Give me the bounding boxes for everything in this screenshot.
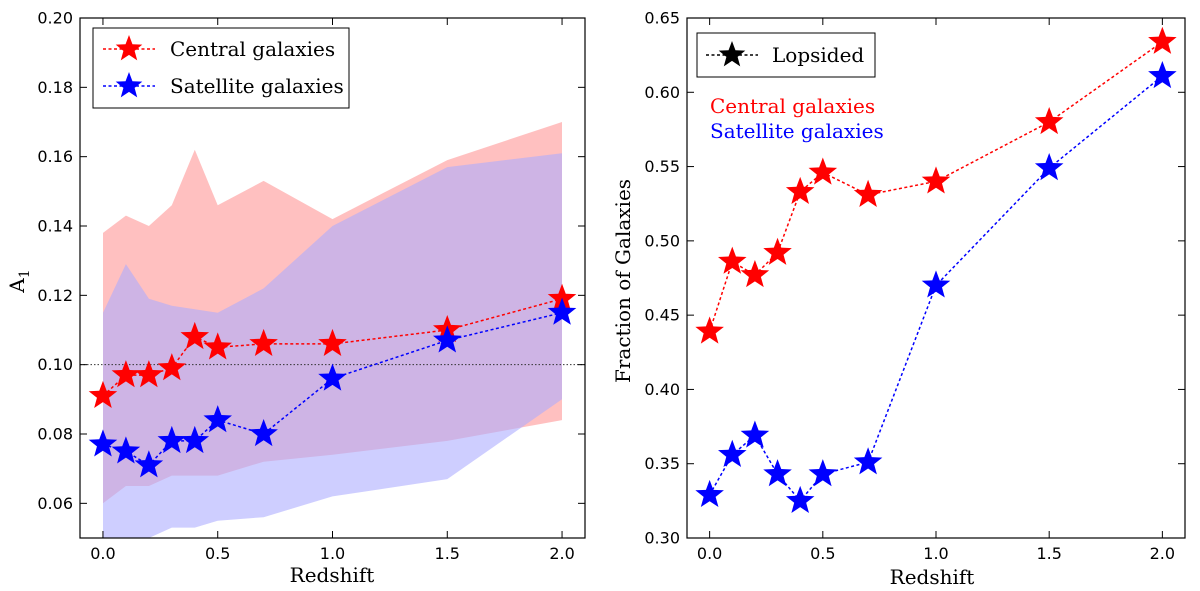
left-x-axis-label: Redshift xyxy=(290,563,375,587)
right-plot-frame xyxy=(686,17,1186,539)
y-tick-label: 0.06 xyxy=(37,494,73,513)
y-tick-label: 0.60 xyxy=(644,83,680,102)
star-marker-central-1 xyxy=(111,360,141,388)
star-marker-central-6 xyxy=(853,179,883,207)
star-marker-central-5 xyxy=(203,332,232,360)
star-marker-central-7 xyxy=(921,166,951,194)
right-chart-panel: 0.0 0.5 1.0 1.5 2.0 0.30 0.35 0.40 0.45 0.50 0.55 0… xyxy=(611,9,1186,589)
star-marker-satellite-0 xyxy=(88,429,118,457)
star-marker-central-1 xyxy=(718,246,747,274)
left-legend: Central galaxies Satellite galaxies xyxy=(92,27,350,109)
y-tick-label: 0.50 xyxy=(644,231,680,250)
star-marker-satellite-8 xyxy=(1034,153,1064,181)
star-marker-satellite-2 xyxy=(740,420,770,448)
star-marker-central-4 xyxy=(785,176,815,204)
y-tick-label: 0.35 xyxy=(644,454,680,473)
left-chart-panel: 0.0 0.5 1.0 1.5 2.0 0.06 0.08 0.10 0.12 0.14 0.16 0… xyxy=(5,9,586,587)
star-marker-central-0 xyxy=(695,316,724,344)
star-marker-satellite-3 xyxy=(763,459,792,487)
star-marker-central-2 xyxy=(740,260,770,288)
left-y-axis-label-main: A xyxy=(5,278,29,294)
star-marker-satellite-2 xyxy=(134,450,164,478)
star-marker-satellite-7 xyxy=(921,270,951,298)
series-line-central xyxy=(102,298,563,397)
star-marker-satellite-9 xyxy=(547,297,577,325)
legend-lopsided-star-icon xyxy=(718,41,746,67)
star-marker-central-5 xyxy=(808,157,838,185)
y-tick-label: 0.55 xyxy=(644,157,680,176)
left-series-lines xyxy=(88,283,577,478)
legend-satellite-star-icon xyxy=(115,72,143,98)
x-tick-label: 1.5 xyxy=(435,544,460,563)
left-plot-frame xyxy=(79,17,586,539)
left-axis-ticks: 0.0 0.5 1.0 1.5 2.0 0.06 0.08 0.10 0.12 0.14 0.16 0… xyxy=(37,9,585,563)
star-marker-satellite-1 xyxy=(718,439,747,467)
star-marker-central-9 xyxy=(547,283,577,311)
star-marker-satellite-6 xyxy=(249,419,278,447)
series-line-central xyxy=(708,41,1163,332)
y-tick-label: 0.65 xyxy=(644,9,680,28)
annotation-satellite-galaxies: Satellite galaxies xyxy=(710,119,884,143)
x-tick-label: 0.5 xyxy=(205,544,230,563)
right-x-axis-label: Redshift xyxy=(890,565,975,589)
y-tick-label: 0.20 xyxy=(37,9,73,28)
right-y-axis-label: Fraction of Galaxies xyxy=(611,179,635,383)
star-marker-satellite-4 xyxy=(785,485,815,513)
series-line-satellite xyxy=(708,75,1163,503)
legend-central-star-icon xyxy=(115,35,143,61)
star-marker-central-8 xyxy=(1034,107,1064,135)
star-marker-satellite-5 xyxy=(808,459,838,487)
y-tick-label: 0.30 xyxy=(644,529,680,548)
x-tick-label: 0.5 xyxy=(810,544,835,563)
right-axis-ticks: 0.0 0.5 1.0 1.5 2.0 0.30 0.35 0.40 0.45 0.50 0.55 0… xyxy=(644,9,1185,563)
star-marker-central-2 xyxy=(134,360,164,388)
star-marker-satellite-1 xyxy=(111,436,141,464)
y-tick-label: 0.45 xyxy=(644,306,680,325)
y-tick-label: 0.14 xyxy=(37,217,73,236)
star-marker-satellite-6 xyxy=(853,447,883,475)
y-tick-label: 0.12 xyxy=(37,286,73,305)
x-tick-label: 1.5 xyxy=(1036,544,1061,563)
y-tick-label: 0.08 xyxy=(37,425,73,444)
x-tick-label: 2.0 xyxy=(549,544,574,563)
legend-lopsided-label: Lopsided xyxy=(772,43,864,67)
x-tick-label: 1.0 xyxy=(923,544,948,563)
star-marker-satellite-3 xyxy=(157,425,187,454)
star-marker-satellite-9 xyxy=(1148,60,1177,89)
star-marker-central-3 xyxy=(157,353,187,381)
star-marker-satellite-8 xyxy=(433,325,462,353)
svg-text:A1: A1 xyxy=(5,269,33,293)
star-marker-central-7 xyxy=(318,328,347,356)
x-tick-label: 0.0 xyxy=(697,544,722,563)
right-series-lines xyxy=(695,26,1177,513)
y-tick-label: 0.10 xyxy=(37,355,73,374)
right-legend-box xyxy=(696,32,876,78)
star-marker-central-0 xyxy=(88,380,118,408)
x-tick-label: 1.0 xyxy=(320,544,345,563)
star-marker-satellite-4 xyxy=(180,425,210,454)
star-marker-central-4 xyxy=(180,321,210,350)
y-tick-label: 0.18 xyxy=(37,78,73,97)
star-marker-satellite-7 xyxy=(318,363,347,391)
x-tick-label: 2.0 xyxy=(1150,544,1175,563)
star-marker-satellite-5 xyxy=(203,405,232,433)
y-tick-label: 0.16 xyxy=(37,147,73,166)
annotation-central-galaxies: Central galaxies xyxy=(710,94,875,118)
left-y-axis-label-subscript: 1 xyxy=(17,269,33,278)
series-line-satellite xyxy=(102,311,563,467)
star-marker-central-6 xyxy=(249,328,278,356)
star-marker-central-9 xyxy=(1148,26,1177,54)
x-tick-label: 0.0 xyxy=(90,544,115,563)
y-tick-label: 0.40 xyxy=(644,380,680,399)
legend-central-label: Central galaxies xyxy=(170,37,335,61)
legend-satellite-label: Satellite galaxies xyxy=(170,74,344,98)
star-marker-satellite-0 xyxy=(695,479,724,508)
left-y-axis-label: A1 xyxy=(5,269,33,293)
right-legend: Lopsided xyxy=(696,32,876,78)
star-marker-central-3 xyxy=(763,237,792,265)
